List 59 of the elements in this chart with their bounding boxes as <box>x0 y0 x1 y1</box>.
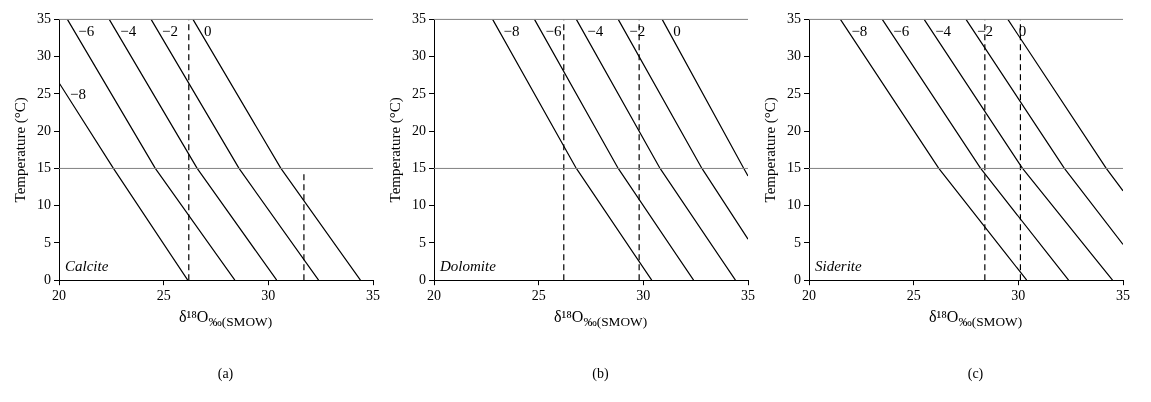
x-axis-title: δ¹⁸O$_{‰(SMOW)}$ <box>552 308 649 332</box>
text: (b) <box>591 366 610 382</box>
series-label: −4 <box>120 22 137 39</box>
x-tick-label: 30 <box>1011 288 1026 304</box>
y-tick-label: 20 <box>412 122 426 138</box>
x-tick-label: 25 <box>156 288 171 304</box>
y-tick-label: 15 <box>787 160 801 176</box>
x-tick-label: 35 <box>1116 288 1130 304</box>
x-tick-label: 25 <box>531 288 546 304</box>
text: (a) <box>216 366 235 382</box>
y-tick-label: 30 <box>787 48 801 64</box>
x-tick-label: 30 <box>261 288 276 304</box>
y-tick-label: 0 <box>419 271 426 287</box>
y-tick-label: 5 <box>794 234 801 250</box>
y-tick-label: 25 <box>37 85 51 101</box>
y-tick-label: 5 <box>419 234 426 250</box>
series-label: −2 <box>977 22 993 39</box>
annotation: Calcite <box>65 257 109 274</box>
y-tick-label: 20 <box>37 122 51 138</box>
x-tick-label: 35 <box>741 288 755 304</box>
x-tick-label: 25 <box>906 288 921 304</box>
y-tick-label: 10 <box>787 197 801 213</box>
series-label: −8 <box>851 22 868 39</box>
annotation: Siderite <box>815 257 862 274</box>
y-axis-title: Temperature (°C) <box>11 97 29 203</box>
series-label: 0 <box>203 22 212 39</box>
series-label: −6 <box>545 22 562 39</box>
series-label: −4 <box>587 22 604 39</box>
y-tick-label: 15 <box>412 160 426 176</box>
y-axis-title: Temperature (°C) <box>386 97 404 203</box>
y-tick-label: 30 <box>412 48 426 64</box>
y-tick-label: 10 <box>37 197 51 213</box>
y-tick-label: 25 <box>412 85 426 101</box>
text: (c) <box>966 366 985 382</box>
annotation: Dolomite <box>439 257 497 274</box>
y-tick-label: 0 <box>44 271 51 287</box>
x-tick-label: 35 <box>366 288 380 304</box>
series-label: −4 <box>935 22 952 39</box>
y-tick-label: 20 <box>787 122 801 138</box>
y-tick-label: 15 <box>37 160 51 176</box>
x-tick-label: 30 <box>636 288 651 304</box>
series-label: −2 <box>162 22 179 39</box>
y-tick-label: 35 <box>37 11 51 27</box>
series-label: −6 <box>78 22 95 39</box>
y-tick-label: 35 <box>412 11 426 27</box>
y-tick-label: 30 <box>37 48 51 64</box>
series-label: −2 <box>629 22 646 39</box>
series-label: −8 <box>70 86 86 103</box>
x-axis-title: δ¹⁸O$_{‰(SMOW)}$ <box>927 308 1024 332</box>
series-label: −6 <box>893 22 910 39</box>
y-axis-title: Temperature (°C) <box>761 97 779 203</box>
series-label: −8 <box>503 22 520 39</box>
y-tick-label: 35 <box>787 11 801 27</box>
y-tick-label: 10 <box>412 197 426 213</box>
x-axis-title: δ¹⁸O$_{‰(SMOW)}$ <box>177 308 274 332</box>
series-label: 0 <box>673 22 681 39</box>
y-tick-label: 5 <box>44 234 51 250</box>
y-tick-label: 25 <box>787 85 801 101</box>
y-tick-label: 0 <box>794 271 801 287</box>
